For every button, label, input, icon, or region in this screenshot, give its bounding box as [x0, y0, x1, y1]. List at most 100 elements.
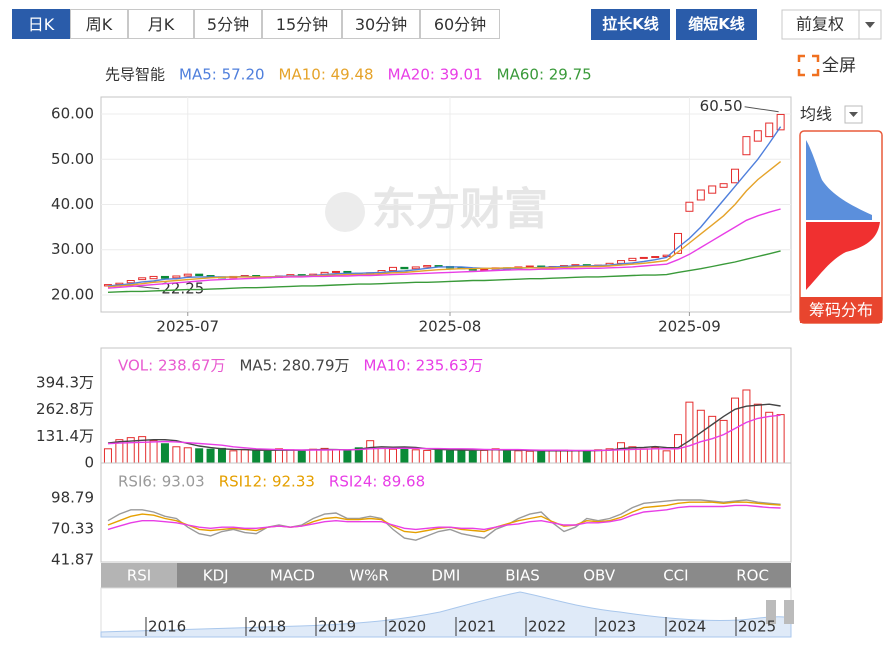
volume-bar — [366, 440, 375, 464]
y-tick-label: 20.00 — [51, 285, 94, 303]
volume-bar — [149, 440, 158, 464]
volume-bar — [263, 450, 272, 464]
chip-blue — [806, 140, 872, 220]
period-tab[interactable]: 15分钟 — [262, 9, 342, 39]
candle — [411, 266, 420, 270]
indicator-tab[interactable]: DMI — [431, 567, 460, 585]
y-tick-label: 40.00 — [51, 195, 94, 213]
candle — [708, 185, 717, 194]
volume-bar — [206, 448, 215, 464]
period-tab[interactable]: 日K — [12, 9, 70, 39]
x-tick-label: 2025-09 — [658, 318, 721, 336]
adjust-select[interactable] — [781, 9, 882, 40]
series-line — [107, 403, 781, 452]
series-line — [107, 414, 781, 452]
candle — [628, 257, 637, 262]
legend-entry: RSI24: 89.68 — [329, 473, 425, 491]
indicator-tab[interactable]: OBV — [583, 567, 616, 585]
y-tick-label: 30.00 — [51, 240, 94, 258]
legend-title: 先导智能 — [105, 66, 165, 84]
indicator-tab[interactable]: W%R — [349, 567, 389, 585]
candle — [776, 113, 785, 131]
y-tick-label: 60.00 — [51, 105, 94, 123]
volume-bar — [468, 450, 477, 464]
period-tab[interactable]: 周K — [70, 9, 128, 39]
series-line — [107, 161, 782, 288]
legend-entry: RSI12: 92.33 — [219, 473, 315, 491]
volume-bar — [434, 448, 443, 464]
volume-bar — [776, 414, 785, 464]
volume-bar — [491, 448, 500, 464]
watermark: 东方财富 — [372, 184, 548, 235]
indicator-active — [101, 563, 177, 588]
chip-button[interactable]: 筹码分布 — [809, 301, 873, 320]
period-tab[interactable]: 30分钟 — [342, 9, 420, 39]
chip-red — [806, 222, 880, 290]
stretch-button[interactable]: 拉长K线 — [591, 9, 670, 40]
year-label: 2018 — [248, 618, 286, 636]
volume-bar — [753, 403, 762, 464]
volume-bar — [240, 449, 249, 464]
candle — [719, 183, 728, 188]
series-line — [107, 499, 781, 541]
volume-bar — [252, 449, 261, 464]
navigator-handle[interactable] — [784, 600, 794, 624]
legend-entry: MA5: 57.20 — [179, 66, 265, 84]
year-label: 2023 — [598, 618, 636, 636]
indicator-tab[interactable]: KDJ — [203, 567, 229, 585]
year-label: 2024 — [668, 618, 706, 636]
volume-bar — [457, 449, 466, 464]
period-tab[interactable]: 5分钟 — [194, 9, 262, 39]
volume-bar — [388, 448, 397, 464]
navigator-handle[interactable] — [766, 600, 776, 624]
indicator-tab[interactable]: CCI — [663, 567, 688, 585]
volume-bar — [525, 450, 534, 464]
annotation-line — [744, 106, 779, 113]
indicator-tab[interactable]: RSI — [127, 567, 151, 585]
ma-select[interactable]: 均线 — [800, 105, 832, 124]
chip-button-bg[interactable] — [800, 297, 882, 323]
volume-bar — [537, 451, 546, 464]
candle — [183, 273, 192, 277]
y-tick-label: 131.4万 — [36, 427, 94, 445]
indicator-tab[interactable]: MACD — [270, 567, 315, 585]
candle — [639, 256, 648, 259]
adjust-label[interactable]: 前复权 — [796, 15, 844, 34]
legend-entry: RSI6: 93.03 — [118, 473, 205, 491]
volume-bar — [377, 447, 386, 464]
period-tab[interactable]: 月K — [128, 9, 194, 39]
volume-bar — [160, 443, 169, 464]
candle — [195, 273, 204, 277]
volume-bar — [411, 449, 420, 464]
x-tick-label: 2025-07 — [156, 318, 219, 336]
y-tick-label: 70.33 — [51, 520, 94, 538]
x-tick-label: 2025-08 — [419, 318, 482, 336]
volume-bar — [103, 448, 112, 464]
period-tab[interactable]: 60分钟 — [420, 9, 500, 39]
fullscreen-label[interactable]: 全屏 — [822, 56, 856, 76]
volume-bar — [514, 450, 523, 464]
year-label: 2019 — [318, 618, 356, 636]
candle — [400, 266, 409, 270]
fullscreen-icon[interactable] — [797, 54, 820, 77]
volume-bar — [548, 449, 557, 464]
indicator-tab[interactable]: BIAS — [505, 567, 540, 585]
candle — [480, 268, 489, 271]
volume-bar — [297, 450, 306, 464]
indicator-tab[interactable]: ROC — [736, 567, 769, 585]
volume-bar — [172, 446, 181, 464]
volume-bar — [217, 447, 226, 464]
year-label: 2020 — [388, 618, 426, 636]
candle — [331, 270, 340, 273]
shrink-button[interactable]: 缩短K线 — [676, 9, 757, 40]
dropdown-arrow — [865, 22, 875, 28]
legend-entry: MA20: 39.01 — [388, 66, 483, 84]
volume-bar — [617, 442, 626, 464]
volume-bar — [400, 448, 409, 464]
series-line — [107, 504, 781, 531]
y-tick-label: 98.79 — [51, 489, 94, 507]
volume-bar — [719, 419, 728, 464]
annotation-label: 60.50 — [700, 97, 743, 115]
volume-bar — [229, 450, 238, 464]
